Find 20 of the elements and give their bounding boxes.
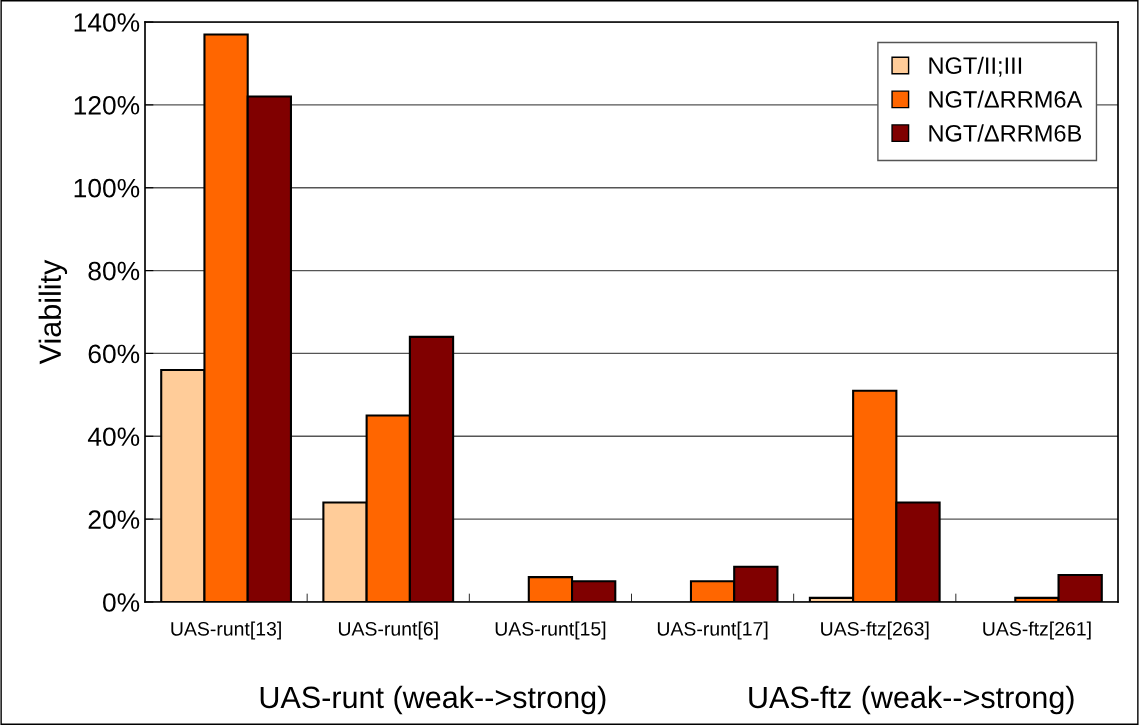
x-tick-label: UAS-runt[13] [171, 621, 281, 640]
legend-label: NGT/ΔRRM6A [929, 90, 1083, 108]
y-tick-label: 140% [74, 13, 140, 32]
y-tick-label: 120% [74, 95, 140, 115]
x-tick-label: UAS-runt[15] [495, 621, 606, 640]
y-tick-label: 20% [88, 510, 140, 529]
text: UAS-runt (weak-->strong) [260, 685, 606, 715]
y-tick-label: 0% [103, 593, 140, 612]
legend-label: NGT/II;III [929, 56, 1022, 77]
text: UAS-ftz (weak-->strong) [749, 685, 1074, 715]
x-tick-label: UAS-runt[17] [657, 621, 768, 640]
x-tick-label: UAS-ftz[263] [821, 621, 929, 640]
y-tick-label: 40% [87, 427, 140, 447]
y-tick-label: 60% [88, 344, 140, 364]
y-tick-label: 100% [74, 178, 140, 198]
x-tick-label: UAS-ftz[261] [983, 621, 1091, 640]
y-tick-label: 80% [88, 261, 140, 281]
x-tick-label: UAS-runt[6] [338, 621, 438, 640]
legend-label: NGT/ΔRRM6B [929, 124, 1082, 142]
y-axis-title: Viability [38, 259, 68, 365]
